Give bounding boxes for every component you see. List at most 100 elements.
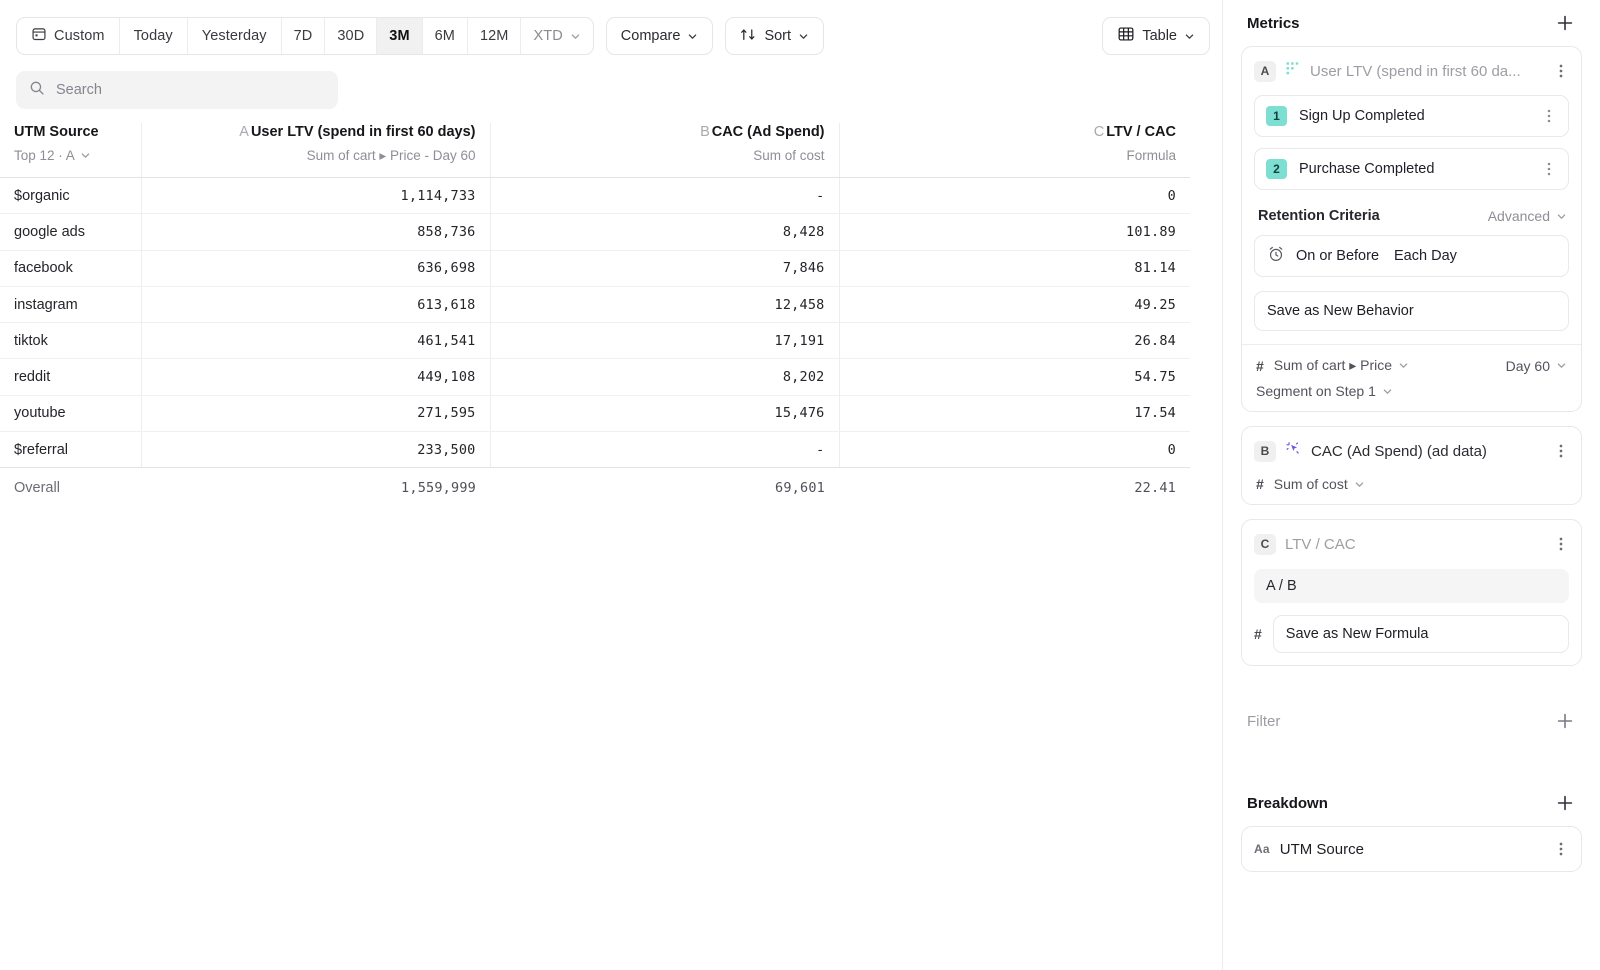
metric-a-divider xyxy=(1242,344,1581,345)
breakdown-item-more-icon[interactable] xyxy=(1553,840,1569,858)
cell-ltv-cac: 17.54 xyxy=(839,395,1190,433)
calendar-icon xyxy=(31,26,47,46)
chevron-down-icon xyxy=(570,31,581,42)
column-title-cac: CAC (Ad Spend) xyxy=(711,124,825,140)
metric-b-badge: B xyxy=(1254,440,1276,462)
breakdown-item-label: UTM Source xyxy=(1279,840,1364,858)
metric-b-more-icon[interactable] xyxy=(1553,442,1569,460)
retention-advanced-dropdown[interactable]: Advanced xyxy=(1488,208,1567,224)
date-range-6m[interactable]: 6M xyxy=(423,18,468,54)
metric-a-segment-dropdown[interactable]: Segment on Step 1 xyxy=(1254,383,1569,399)
metric-card-a: A User LTV (spend in first 60 da... xyxy=(1241,46,1582,412)
date-range-today-label: Today xyxy=(133,28,173,44)
cell-cac: 15,476 xyxy=(490,395,840,433)
metric-card-c: C LTV / CAC A / B # Save as New Formula xyxy=(1241,519,1582,666)
table-overall-row: Overall 1,559,999 69,601 22.41 xyxy=(0,468,1190,508)
add-filter-button[interactable] xyxy=(1554,710,1576,732)
column-sub-utm-source: Top 12 · A xyxy=(14,148,75,163)
metric-a-measure-dropdown[interactable]: Sum of cart ▸ Price xyxy=(1274,357,1409,374)
metric-c-formula-input[interactable]: A / B xyxy=(1254,569,1569,603)
funnel-dots-icon xyxy=(1285,61,1301,82)
metric-b-measure-dropdown[interactable]: Sum of cost xyxy=(1274,476,1365,492)
metric-b-header[interactable]: B CAC (Ad Spend) (ad data) xyxy=(1254,438,1569,464)
metric-a-step-1[interactable]: 1 Sign Up Completed xyxy=(1254,95,1569,137)
save-as-new-formula-button[interactable]: Save as New Formula xyxy=(1272,615,1569,653)
overall-ltv-cac: 22.41 xyxy=(1134,480,1176,497)
cell-utm-source: reddit xyxy=(0,358,142,396)
column-header-user-ltv[interactable]: A User LTV (spend in first 60 days) Sum o… xyxy=(141,123,491,178)
cell-user-ltv: 271,595 xyxy=(141,395,491,433)
date-range-30d-label: 30D xyxy=(337,28,365,44)
metric-c-header[interactable]: C LTV / CAC xyxy=(1254,531,1569,557)
add-breakdown-button[interactable] xyxy=(1554,792,1576,814)
column-title-utm-source: UTM Source xyxy=(14,124,99,140)
main-content: Custom Today Yesterday 7D 30D 3M xyxy=(0,15,1210,508)
cursor-sparkle-icon xyxy=(1285,440,1302,462)
date-range-xtd[interactable]: XTD xyxy=(521,18,592,54)
sidebar-gap xyxy=(1241,680,1582,698)
table-row[interactable]: reddit 449,108 8,202 54.75 xyxy=(0,358,1190,396)
metric-a-header[interactable]: A User LTV (spend in first 60 da... xyxy=(1254,58,1569,84)
table-row[interactable]: google ads 858,736 8,428 101.89 xyxy=(0,213,1190,251)
date-range-yesterday[interactable]: Yesterday xyxy=(188,18,282,54)
metric-a-day-dropdown[interactable]: Day 60 xyxy=(1506,358,1567,374)
text-type-icon: Aa xyxy=(1254,842,1270,856)
cell-user-ltv: 613,618 xyxy=(141,286,491,324)
cell-utm-source: youtube xyxy=(0,395,142,433)
hash-icon: # xyxy=(1256,476,1264,492)
table-header-row: UTM Source Top 12 · A xyxy=(0,123,1190,178)
date-range-segmented-control[interactable]: Custom Today Yesterday 7D 30D 3M xyxy=(16,17,594,55)
chevron-down-icon[interactable] xyxy=(80,150,91,161)
view-type-button[interactable]: Table xyxy=(1102,17,1210,55)
data-table-container: UTM Source Top 12 · A xyxy=(0,123,1190,508)
save-as-new-behavior-button[interactable]: Save as New Behavior xyxy=(1254,291,1569,331)
column-header-utm-source[interactable]: UTM Source Top 12 · A xyxy=(0,123,142,178)
step-2-more-icon[interactable] xyxy=(1541,160,1557,178)
metric-a-step-2[interactable]: 2 Purchase Completed xyxy=(1254,148,1569,190)
compare-button-label: Compare xyxy=(620,28,681,44)
sort-button[interactable]: Sort xyxy=(725,17,825,55)
table-row[interactable]: facebook 636,698 7,846 81.14 xyxy=(0,250,1190,287)
search-icon xyxy=(29,80,45,101)
step-1-more-icon[interactable] xyxy=(1541,107,1557,125)
overall-cac: 69,601 xyxy=(775,480,825,497)
metric-b-measure-row: # Sum of cost xyxy=(1254,476,1569,492)
date-range-30d[interactable]: 30D xyxy=(325,18,378,54)
cell-user-ltv: 1,114,733 xyxy=(141,177,491,215)
breakdown-item-utm-source[interactable]: Aa UTM Source xyxy=(1241,826,1582,872)
cell-cac: 17,191 xyxy=(490,322,840,360)
add-metric-button[interactable] xyxy=(1554,12,1576,34)
table-row[interactable]: $referral 233,500-0 xyxy=(0,431,1190,469)
cell-cac: 8,202 xyxy=(490,358,840,396)
table-row[interactable]: youtube 271,595 15,476 17.54 xyxy=(0,395,1190,433)
sidebar-gap-2 xyxy=(1241,744,1582,762)
retention-condition-row[interactable]: On or Before Each Day xyxy=(1254,235,1569,277)
chevron-down-icon xyxy=(1184,31,1195,42)
compare-button[interactable]: Compare xyxy=(605,17,714,55)
metric-a-title: User LTV (spend in first 60 da... xyxy=(1310,62,1521,80)
date-range-7d[interactable]: 7D xyxy=(282,18,326,54)
metric-a-more-icon[interactable] xyxy=(1553,62,1569,80)
metric-c-more-icon[interactable] xyxy=(1553,535,1569,553)
retention-criteria-title: Retention Criteria xyxy=(1258,208,1380,224)
date-range-3m[interactable]: 3M xyxy=(377,18,423,54)
hash-icon: # xyxy=(1254,626,1262,642)
cell-user-ltv: 233,500 xyxy=(141,431,491,469)
column-header-cac[interactable]: B CAC (Ad Spend) Sum of cost xyxy=(490,123,840,178)
table-row[interactable]: $organic 1,114,733-0 xyxy=(0,177,1190,215)
date-range-custom[interactable]: Custom xyxy=(17,18,120,54)
table-row[interactable]: tiktok 461,541 17,191 26.84 xyxy=(0,322,1190,360)
date-range-today[interactable]: Today xyxy=(120,18,188,54)
cell-ltv-cac: 81.14 xyxy=(839,250,1190,287)
search-input[interactable]: Search xyxy=(16,71,338,109)
column-title-ltv-cac: LTV / CAC xyxy=(1106,124,1176,140)
table-row[interactable]: instagram 613,618 12,458 49.25 xyxy=(0,286,1190,324)
metric-card-b: B CAC (Ad Spend) (ad data) xyxy=(1241,426,1582,505)
table-body: $organic 1,114,733-0 google ads 858,736 8,42… xyxy=(0,177,1190,508)
retention-condition-label: On or Before xyxy=(1296,248,1380,264)
toolbar: Custom Today Yesterday 7D 30D 3M xyxy=(16,15,1210,57)
date-range-12m[interactable]: 12M xyxy=(468,18,522,54)
filter-title: Filter xyxy=(1247,712,1281,730)
view-type-label: Table xyxy=(1142,28,1177,44)
column-header-ltv-cac[interactable]: C LTV / CAC Formula xyxy=(839,123,1190,178)
